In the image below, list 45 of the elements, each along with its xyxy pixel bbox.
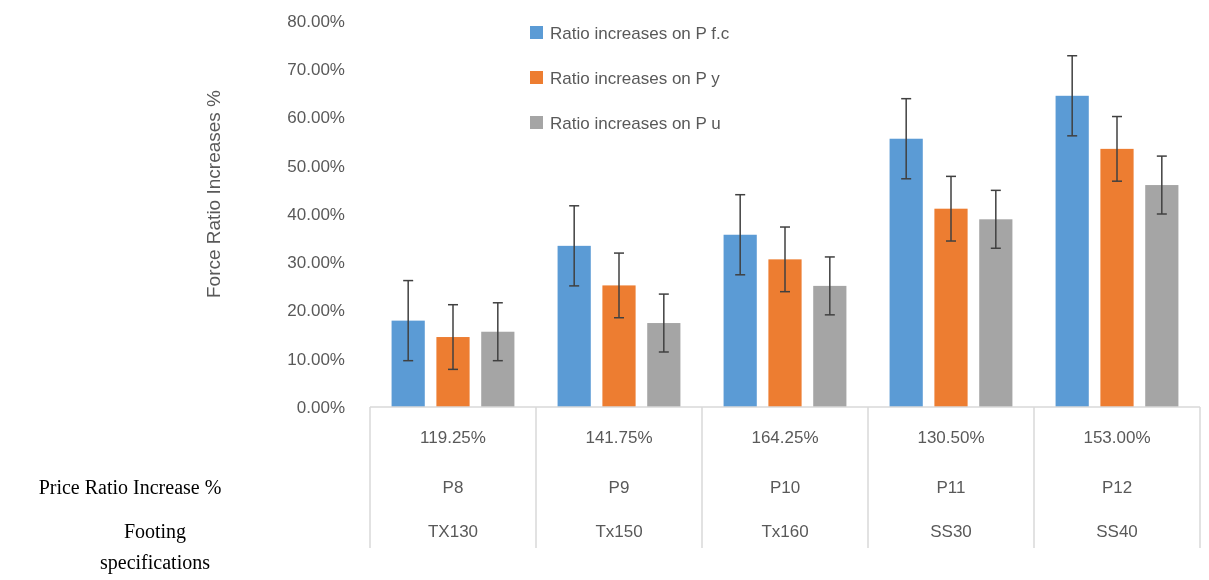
bar — [723, 234, 757, 407]
text: 141.75% — [585, 427, 653, 447]
bar — [889, 138, 923, 407]
bar — [557, 245, 591, 407]
bar — [1145, 185, 1179, 407]
bar — [1055, 95, 1089, 407]
y-tick-label: 40.00% — [287, 204, 345, 224]
x-tick-label: P12 — [1101, 477, 1133, 497]
legend-label: Ratio increases on P u — [550, 113, 721, 133]
bar — [979, 219, 1013, 407]
y-tick-label: 20.00% — [287, 301, 345, 321]
text: TX130 — [427, 521, 479, 541]
bar — [391, 320, 425, 407]
text: 119.25% — [420, 427, 486, 447]
x-tick-label: P9 — [608, 477, 630, 497]
bar — [934, 208, 968, 407]
text: 153.00% — [1083, 427, 1151, 447]
y-tick-label: 0.00% — [296, 397, 345, 417]
text: SS30 — [930, 521, 972, 541]
legend-label: Ratio increases on P f.c — [550, 23, 730, 43]
x-tick-label: P10 — [769, 477, 801, 497]
y-axis-title: Force Ratio Increases % — [203, 89, 224, 299]
text: 164.25% — [751, 427, 819, 447]
text: Price Ratio Increase % — [38, 476, 222, 498]
y-tick-label: 60.00% — [287, 108, 345, 128]
bar — [768, 259, 802, 407]
text: 130.50% — [917, 427, 985, 447]
bar — [436, 337, 470, 407]
bar — [602, 285, 636, 407]
y-tick-label: 10.00% — [287, 349, 345, 369]
x-tick-label: P11 — [936, 477, 966, 497]
x-tick-label: P8 — [442, 477, 464, 497]
bar — [481, 331, 515, 407]
bar — [813, 285, 847, 407]
y-tick-label: 70.00% — [287, 60, 345, 80]
y-tick-label: 80.00% — [287, 11, 345, 31]
text: Tx160 — [761, 521, 809, 541]
y-tick-label: 50.00% — [287, 156, 345, 176]
y-tick-label: 30.00% — [287, 253, 345, 273]
text: Footing specifications — [100, 520, 211, 574]
legend-label: Ratio increases on P y — [550, 68, 721, 88]
bar — [647, 323, 681, 407]
text: Tx150 — [595, 521, 643, 541]
text: SS40 — [1096, 521, 1138, 541]
bar — [1100, 148, 1134, 407]
